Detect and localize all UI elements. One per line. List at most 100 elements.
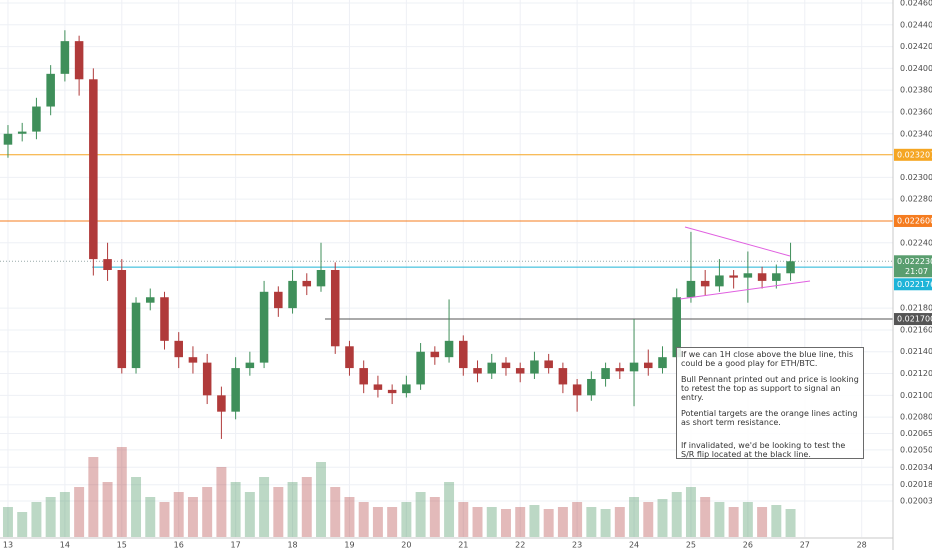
candle-body: [530, 360, 539, 374]
volume-bar: [586, 507, 597, 537]
candle-body: [601, 368, 610, 379]
candle-body: [387, 389, 397, 394]
pennant-upper: [684, 226, 791, 257]
candle-body: [259, 291, 269, 363]
candle-body: [643, 362, 653, 369]
candle-body: [715, 275, 724, 287]
volume-bar: [372, 507, 383, 537]
volume-bar: [714, 502, 725, 537]
volume-bar: [657, 499, 668, 537]
volume-bar: [330, 487, 341, 537]
volume-bar: [685, 487, 696, 537]
x-tick-label: 20: [401, 541, 411, 550]
annotation-text: If invalidated, we'd be looking to test …: [681, 441, 846, 459]
candle-body: [629, 362, 639, 372]
volume-bar: [159, 502, 170, 537]
candle-body: [515, 368, 525, 374]
candle-body: [700, 280, 710, 287]
volume-bar: [301, 477, 312, 537]
x-tick-label: 15: [117, 541, 127, 550]
price-tag-label: 0.023207: [897, 150, 932, 159]
x-tick-label: 22: [515, 541, 525, 550]
candle-body: [103, 259, 112, 270]
volume-bar: [358, 502, 369, 537]
candle-body: [416, 351, 425, 385]
candle-body: [743, 273, 753, 278]
volume-bar: [757, 507, 768, 537]
volume-bar: [45, 497, 56, 537]
candle-body: [686, 280, 696, 298]
volume-bar: [629, 497, 640, 537]
candle-body: [131, 302, 141, 369]
x-tick-label: 27: [800, 541, 810, 550]
volume-bar: [116, 447, 127, 537]
candle-body: [444, 340, 454, 358]
candle-body: [32, 106, 41, 132]
candle-body: [473, 368, 482, 374]
x-tick-label: 16: [174, 541, 184, 550]
x-tick-label: 23: [572, 541, 582, 550]
volume-bar: [643, 502, 654, 537]
volume-bar: [671, 492, 682, 537]
candle-body: [757, 273, 767, 281]
candle-body: [202, 362, 212, 396]
candle-body: [145, 297, 155, 303]
candle-body: [729, 275, 738, 278]
volume-bar: [145, 497, 156, 537]
x-tick-label: 25: [686, 541, 696, 550]
candle-body: [658, 357, 667, 369]
price-tag-label: 0.022176: [897, 280, 932, 289]
volume-bar: [572, 502, 583, 537]
annotation-text: Potential targets are the orange lines a…: [681, 409, 858, 427]
candle-body: [487, 362, 497, 374]
volume-bar: [2, 507, 13, 537]
volume-bar: [600, 509, 611, 537]
candle-body: [231, 368, 240, 412]
x-tick-label: 28: [857, 541, 867, 550]
candle-body: [558, 368, 568, 385]
volume-bar: [31, 502, 42, 537]
candle-body: [217, 395, 226, 412]
volume-bar: [59, 492, 70, 537]
volume-bar: [17, 512, 28, 537]
candle-body: [544, 360, 553, 369]
candle-body: [160, 297, 169, 341]
volume-bar: [88, 457, 99, 537]
volume-bar: [216, 467, 227, 537]
price-tag: [894, 214, 932, 227]
volume-bar: [614, 507, 625, 537]
candle-body: [402, 384, 411, 394]
volume-bar: [415, 492, 426, 537]
volume-pane: [2, 447, 796, 537]
volume-bar: [742, 502, 753, 537]
volume-bar: [444, 482, 455, 537]
candle-body: [430, 351, 440, 358]
volume-bar: [316, 462, 326, 537]
volume-bar: [557, 507, 568, 537]
volume-bar: [344, 497, 355, 537]
candle-body: [117, 270, 127, 369]
price-tag-label: 0.022600: [897, 216, 932, 225]
candle-body: [60, 41, 70, 74]
volume-bar: [429, 497, 440, 537]
volume-bar: [74, 487, 85, 537]
x-tick-label: 17: [231, 541, 241, 550]
volume-bar: [244, 492, 255, 537]
volume-bar: [259, 477, 270, 537]
candle-body: [330, 270, 340, 347]
annotation-text: Bull Pennant printed out and price is lo…: [681, 375, 859, 402]
candle-body: [316, 270, 326, 287]
x-tick-label: 26: [743, 541, 753, 550]
candle-body: [459, 340, 468, 369]
